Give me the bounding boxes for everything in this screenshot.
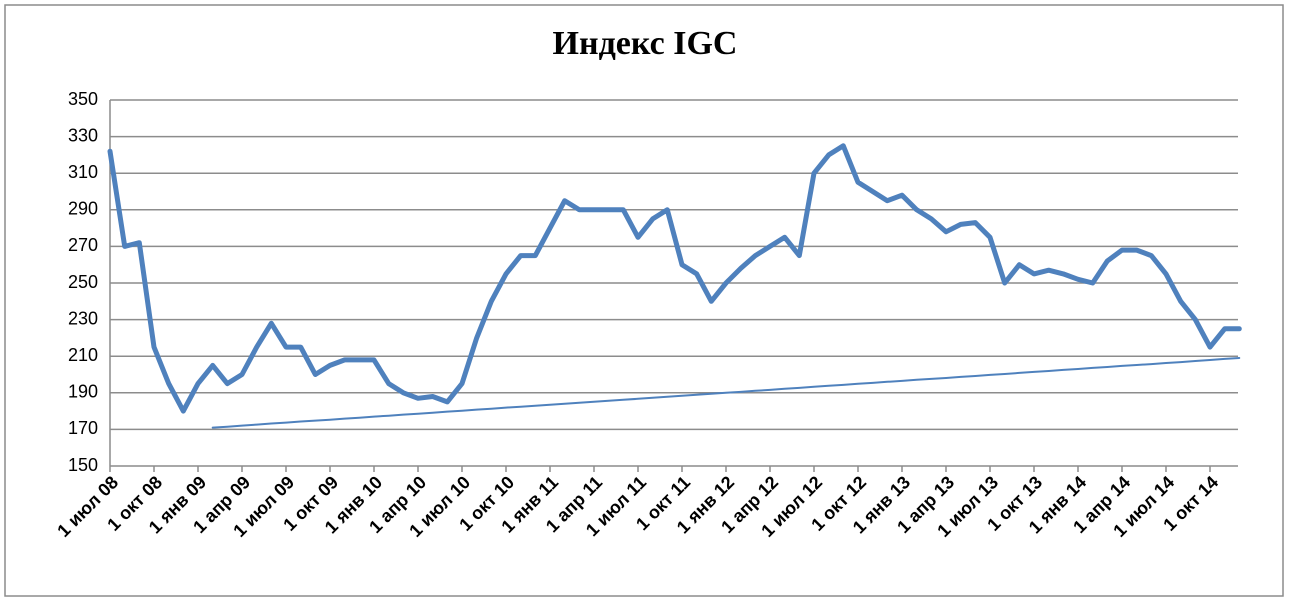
- y-tick-label: 210: [68, 345, 98, 365]
- chart-border: [4, 4, 1284, 597]
- y-tick-label: 270: [68, 235, 98, 255]
- y-tick-label: 290: [68, 199, 98, 219]
- y-tick-label: 150: [68, 455, 98, 475]
- chart-title: Индекс IGC: [553, 25, 738, 62]
- data-line: [211, 357, 1241, 429]
- y-tick-label: 330: [68, 125, 98, 145]
- data-line: [107, 143, 1242, 414]
- y-tick-label: 170: [68, 418, 98, 438]
- y-tick-label: 190: [68, 382, 98, 402]
- y-tick-label: 310: [68, 162, 98, 182]
- y-tick-label: 350: [68, 89, 98, 109]
- y-tick-label: 250: [68, 272, 98, 292]
- y-tick-label: 230: [68, 308, 98, 328]
